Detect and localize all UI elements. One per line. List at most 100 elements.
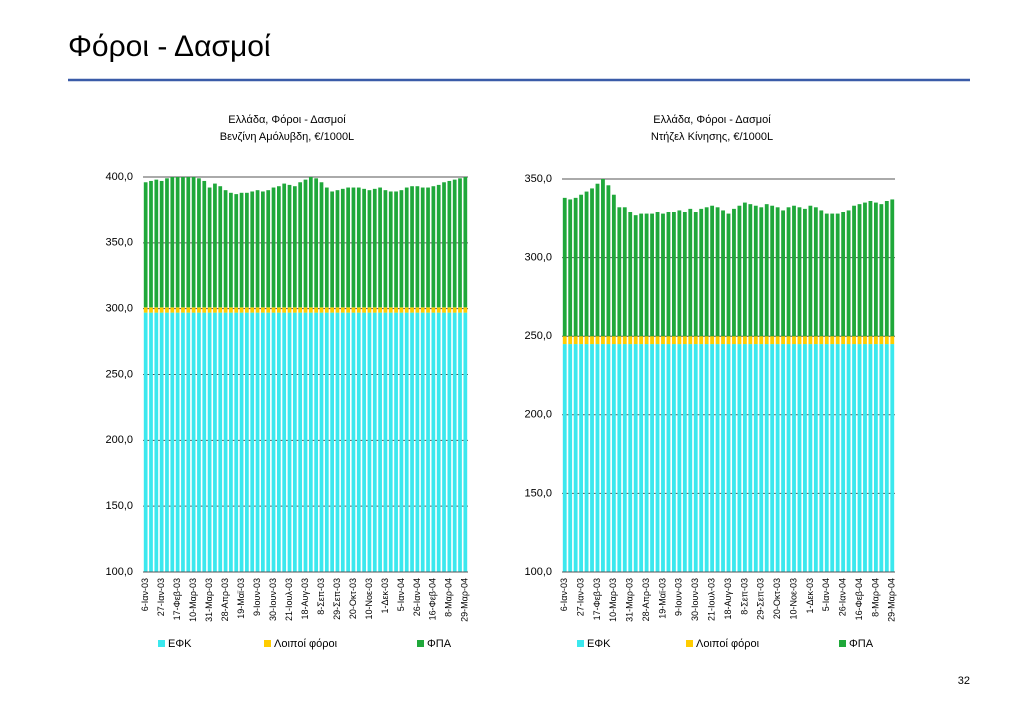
- bar: [846, 344, 851, 572]
- bar: [255, 307, 260, 313]
- bar: [314, 312, 319, 572]
- bar: [748, 336, 753, 345]
- bar: [442, 182, 446, 308]
- bar: [324, 187, 329, 308]
- x-tick-label: 6-Ιαν-03: [559, 578, 569, 611]
- bar: [699, 336, 704, 345]
- bar: [362, 188, 366, 308]
- bar: [857, 344, 862, 572]
- bar: [239, 312, 244, 572]
- bar: [595, 183, 600, 337]
- x-tick-label: 10-Μαρ-03: [188, 578, 198, 622]
- bar: [606, 185, 611, 337]
- bar: [394, 307, 398, 313]
- y-tick-label: 150,0: [524, 487, 552, 499]
- bar: [431, 186, 436, 308]
- bar: [303, 312, 308, 572]
- bar: [579, 336, 584, 345]
- bar: [671, 336, 676, 345]
- bar: [143, 312, 148, 572]
- bar: [721, 210, 725, 337]
- legend-label: ΦΠΑ: [427, 638, 452, 650]
- bar: [218, 186, 223, 308]
- bar: [191, 307, 196, 313]
- bar: [149, 307, 153, 313]
- bar: [819, 210, 824, 337]
- bar: [442, 307, 446, 313]
- bar: [710, 344, 715, 572]
- bar: [436, 307, 441, 313]
- bar: [715, 344, 720, 572]
- bar: [770, 205, 775, 337]
- bar: [181, 177, 185, 308]
- bar: [218, 312, 223, 572]
- bar: [573, 336, 578, 345]
- x-tick-label: 27-Ιαν-03: [156, 578, 166, 616]
- bar: [335, 307, 340, 313]
- bar: [463, 307, 468, 313]
- bar: [890, 344, 895, 572]
- bar: [824, 336, 829, 345]
- bar: [721, 336, 725, 345]
- bar: [426, 307, 430, 313]
- bar: [890, 336, 895, 345]
- chart-subtitle: Βενζίνη Αμόλυβδη, €/1000L: [220, 131, 354, 143]
- bar: [213, 307, 217, 313]
- bar: [863, 344, 867, 572]
- bar: [579, 194, 584, 337]
- bar: [319, 182, 324, 308]
- bar: [255, 190, 260, 308]
- bar: [287, 184, 292, 308]
- bar: [644, 213, 649, 337]
- y-tick-label: 350,0: [105, 237, 133, 249]
- bar: [688, 208, 693, 337]
- bar: [170, 307, 175, 313]
- bar: [764, 336, 769, 345]
- bar: [239, 307, 244, 313]
- bar: [666, 212, 671, 337]
- bar: [671, 344, 676, 572]
- bar: [655, 336, 660, 345]
- chart-title: Ελλάδα, Φόροι - Δασμοί: [228, 114, 346, 126]
- legend-label: ΕΦΚ: [587, 638, 611, 650]
- bar: [748, 204, 753, 337]
- x-tick-label: 29-Μαρ-04: [460, 578, 470, 622]
- bar: [824, 213, 829, 337]
- bar: [362, 307, 366, 313]
- y-tick-label: 100,0: [105, 566, 133, 578]
- bar: [813, 207, 818, 337]
- x-tick-label: 8-Σεπ-03: [739, 578, 749, 615]
- legend-label: Λοιποί φόροι: [696, 638, 760, 650]
- bar: [775, 207, 780, 337]
- bar: [404, 312, 409, 572]
- bar: [677, 336, 682, 345]
- bar: [688, 336, 693, 345]
- bar: [781, 344, 786, 572]
- x-tick-label: 27-Ιαν-03: [575, 578, 585, 616]
- x-tick-label: 5-Ιαν-04: [821, 578, 831, 611]
- bar: [261, 191, 265, 308]
- bar: [846, 210, 851, 337]
- x-tick-label: 8-Μαρ-04: [870, 578, 880, 617]
- bar: [378, 307, 382, 313]
- bar: [378, 312, 382, 572]
- bar: [726, 344, 731, 572]
- bar: [314, 307, 319, 313]
- bar: [857, 204, 862, 337]
- bar: [633, 215, 638, 337]
- bar: [181, 307, 185, 313]
- y-tick-label: 200,0: [524, 409, 552, 421]
- bar: [584, 344, 589, 572]
- bar: [590, 344, 594, 572]
- bar: [852, 336, 856, 345]
- bar: [884, 336, 889, 345]
- bar: [340, 312, 345, 572]
- x-tick-label: 5-Ιαν-04: [396, 578, 406, 611]
- bar: [324, 312, 329, 572]
- bar: [819, 336, 824, 345]
- bar: [628, 336, 633, 345]
- bar: [271, 312, 276, 572]
- bar: [879, 344, 884, 572]
- bar: [362, 312, 366, 572]
- y-tick-label: 200,0: [105, 434, 133, 446]
